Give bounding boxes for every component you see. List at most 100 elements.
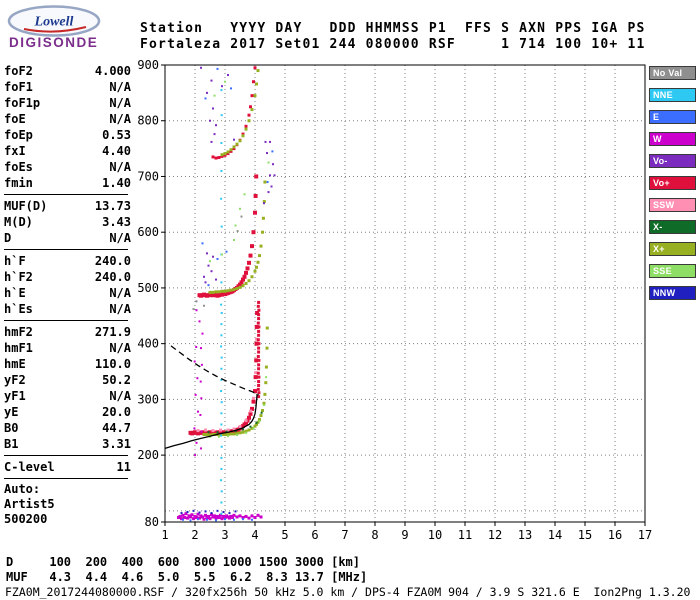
panel-separator: [4, 194, 128, 195]
param-value: 4.40: [102, 144, 131, 158]
legend-item-x-: X-: [649, 220, 696, 234]
station-header-labels: Station YYYY DAY DDD HHMMSS P1 FFS S AXN…: [140, 21, 646, 36]
series-rfi-column-cyan: [220, 89, 223, 515]
param-row-mufd: MUF(D) 13.73: [4, 198, 131, 214]
file-info-footer: FZA0M_2017244080000.RSF / 320fx256h 50 k…: [5, 585, 691, 599]
param-label: B0: [4, 421, 19, 435]
param-row-hf2: h`F2 240.0: [4, 269, 131, 285]
panel-separator: [4, 478, 128, 479]
param-label: D: [4, 231, 12, 245]
distance-row: D 100 200 400 600 800 1000 1500 3000 [km…: [6, 555, 361, 569]
param-row-md: M(D) 3.43: [4, 214, 131, 230]
y-tick-label: 700: [137, 169, 159, 183]
param-row-fmin: fmin 1.40: [4, 175, 131, 191]
series-Es-layer-e: [182, 518, 253, 522]
series-noise-purple-low: [193, 309, 204, 457]
param-label: h`Es: [4, 302, 33, 316]
y-tick-label: 400: [137, 337, 159, 351]
param-value: N/A: [109, 231, 131, 245]
param-value: N/A: [109, 96, 131, 110]
series-F-trace-1st-hop-pink: [196, 337, 258, 433]
param-label: C-level: [4, 460, 55, 474]
param-row-hes: h`Es N/A: [4, 301, 131, 317]
x-tick-label: 14: [548, 528, 562, 542]
legend-item-nne: NNE: [649, 88, 696, 102]
param-value: 240.0: [94, 254, 131, 268]
panel-separator: [4, 320, 128, 321]
param-label: h`E: [4, 286, 26, 300]
legend-item-e: E: [649, 110, 696, 124]
param-label: foEs: [4, 160, 33, 174]
panel-separator: [4, 249, 128, 250]
series-noise-blue: [201, 67, 274, 287]
ionogram-plot: 1 2 3 4 5 6 7 8 9 10 11 12 13 14 15 16 17802003004005006…: [137, 58, 652, 542]
param-row-foe: foE N/A: [4, 111, 131, 127]
legend-item-sse: SSE: [649, 264, 696, 278]
param-value: 44.7: [102, 421, 131, 435]
y-tick-label: 80: [145, 515, 159, 529]
x-tick-label: 2: [191, 528, 198, 542]
param-row-he: h`E N/A: [4, 285, 131, 301]
x-tick-label: 7: [341, 528, 348, 542]
lowell-digisonde-logo: Lowell DIGISONDE: [7, 5, 101, 50]
panel-footer-line: 500200: [4, 512, 48, 526]
y-tick-label: 900: [137, 58, 159, 72]
param-value: N/A: [109, 302, 131, 316]
x-tick-label: 17: [638, 528, 652, 542]
param-label: hmE: [4, 357, 26, 371]
station-header-values: Fortaleza 2017 Set01 244 080000 RSF 1 71…: [140, 37, 646, 52]
param-value: 1.40: [102, 176, 131, 190]
legend-item-x+: X+: [649, 242, 696, 256]
series-noise-green: [209, 80, 270, 263]
param-label: foF2: [4, 64, 33, 78]
param-label: foE: [4, 112, 26, 126]
param-row-hf: h`F 240.0: [4, 253, 131, 269]
series-noise-violet-upper: [200, 66, 276, 284]
series-noise-gray: [192, 215, 243, 311]
param-row-fof2: foF2 4.000: [4, 63, 131, 79]
electron-density-profile-line: [164, 393, 258, 450]
param-row-yf2: yF2 50.2: [4, 372, 131, 388]
x-tick-label: 8: [371, 528, 378, 542]
legend-item-no-val: No Val: [649, 66, 696, 80]
legend-item-vo+: Vo+: [649, 176, 696, 190]
legend-item-w: W: [649, 132, 696, 146]
muf-row: MUF 4.3 4.4 4.6 5.0 5.5 6.2 8.3 13.7 [MH…: [6, 570, 368, 584]
param-label: MUF(D): [4, 199, 48, 213]
param-value: 11: [116, 460, 131, 474]
x-tick-label: 13: [518, 528, 532, 542]
param-label: fxI: [4, 144, 26, 158]
x-tick-label: 15: [578, 528, 592, 542]
parameters-panel: foF2 4.000 foF1 N/A foF1p N/A foE N/A foEp 0.53 fx…: [4, 63, 131, 527]
param-label: hmF1: [4, 341, 33, 355]
muf-distance-table: D 100 200 400 600 800 1000 1500 3000 [km…: [6, 555, 367, 585]
param-row-hme: hmE 110.0: [4, 356, 131, 372]
param-value: 271.9: [94, 325, 131, 339]
calculated-trace-dashed-line: [170, 345, 259, 396]
color-legend: No Val NNE E W Vo- Vo+ SSW X- X+ SSE NNW: [649, 66, 696, 308]
series-Es-layer-magenta: [177, 512, 263, 521]
param-label: h`F2: [4, 270, 33, 284]
param-value: N/A: [109, 286, 131, 300]
logo-digisonde-text: DIGISONDE: [9, 35, 98, 50]
param-label: B1: [4, 437, 19, 451]
param-row-hmf2: hmF2 271.9: [4, 324, 131, 340]
x-tick-label: 4: [251, 528, 258, 542]
x-tick-label: 12: [488, 528, 502, 542]
param-value: 20.0: [102, 405, 131, 419]
series-F-trace-1st-hop-X: [202, 326, 269, 437]
x-tick-label: 11: [458, 528, 472, 542]
param-value: N/A: [109, 112, 131, 126]
y-tick-label: 200: [137, 448, 159, 462]
param-row-fxi: fxI 4.40: [4, 143, 131, 159]
param-label: fmin: [4, 176, 33, 190]
panel-separator: [4, 455, 128, 456]
param-value: N/A: [109, 341, 131, 355]
param-row-fof1p: foF1p N/A: [4, 95, 131, 111]
logo-swoosh: [23, 26, 87, 33]
param-label: foF1p: [4, 96, 41, 110]
series-F-trace-1st-hop-darkgreen: [207, 411, 263, 434]
param-label: foF1: [4, 80, 33, 94]
param-row-hmf1: hmF1 N/A: [4, 340, 131, 356]
x-tick-label: 1: [161, 528, 168, 542]
